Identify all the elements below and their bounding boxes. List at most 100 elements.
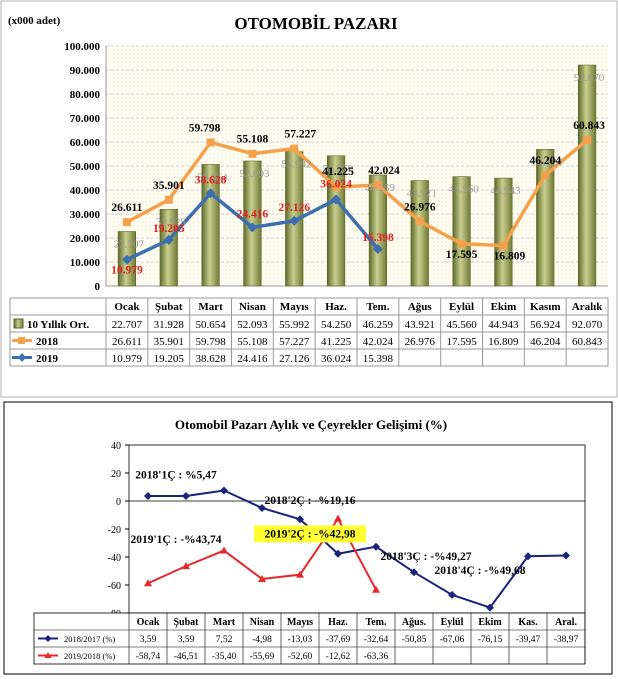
legend-label: 2019	[36, 353, 59, 365]
legend-marker-2019	[18, 353, 26, 362]
series-line-0	[148, 489, 567, 609]
category-label: Ocak	[114, 301, 140, 313]
category-label: Ocak	[137, 617, 160, 628]
annotation-label: 2018'2Ç : -%19,16	[264, 495, 355, 507]
table-cell-value: 3,59	[178, 635, 195, 645]
legend-label: 2019/2018 (%)	[64, 651, 115, 661]
table-cell-value: 26.976	[405, 336, 436, 348]
table-cell-value: 35.901	[154, 336, 184, 348]
legend-marker-2018	[18, 337, 25, 344]
marker-2018-2017	[144, 491, 152, 500]
gridlines	[105, 45, 608, 287]
bar-value-label: 31.928	[156, 216, 187, 228]
table-cell-value: -76,15	[478, 635, 503, 645]
value-label-2019: 10.979	[111, 265, 143, 277]
marker-2019	[372, 244, 383, 255]
category-label: Eylül	[441, 617, 464, 628]
data-table: Ocak Şubat Mart Nisan Mayıs Haz. Tem. Ağus. Eylü…	[33, 612, 586, 665]
table-cell-value: 54.250	[321, 319, 352, 331]
category-label: Şubat	[155, 301, 183, 313]
table-cell-value: -37,69	[326, 635, 351, 645]
legend-label: 2018	[36, 336, 59, 348]
y-tick-label: 30.000	[70, 209, 101, 221]
table-cell-value: 10.979	[112, 353, 143, 365]
y-tick-label: 50.000	[70, 161, 101, 173]
annotation-label: 2019'1Ç : -%43,74	[130, 534, 221, 546]
table-cell-value: 41.225	[321, 336, 352, 348]
category-label: Ağus.	[402, 617, 427, 628]
table-cell-value: 22.707	[112, 319, 143, 331]
table-cell-value: 3,59	[140, 635, 157, 645]
annotation-label: 2018'4Ç : -%49,68	[434, 565, 525, 577]
y-tick-label: 100.000	[64, 41, 100, 53]
y-tick-label: 60.000	[70, 137, 101, 149]
y-tick-label: 40.000	[70, 185, 101, 197]
table-cell-value: 42.024	[363, 336, 394, 348]
bar-10-yillik-ort	[577, 64, 597, 287]
chart-title: Otomobil Pazarı Aylık ve Çeyrekler Geliş…	[175, 417, 447, 432]
bar-value-label: 92.070	[574, 72, 605, 84]
bar-value-label: 55.992	[281, 159, 311, 171]
marker-2019-2018	[334, 514, 342, 522]
marker-2019	[247, 222, 258, 233]
table-cell-value: -63,36	[364, 652, 389, 662]
table-cell-value: 46.204	[530, 336, 561, 348]
table-cell-value: 55.108	[237, 336, 268, 348]
aylik-gelisim-chart: Otomobil Pazarı Aylık ve Çeyrekler Geliş…	[3, 401, 613, 675]
annotation-label: 2019'2Ç : -%42,98	[264, 528, 355, 540]
bar-10-yillik-ort	[368, 174, 388, 287]
value-label-2018: 60.843	[573, 120, 605, 132]
marker-2018	[332, 183, 341, 192]
bar-value-label: 22.707	[114, 239, 145, 251]
marker-2019	[205, 188, 216, 199]
annotation-highlight	[254, 525, 366, 543]
marker-2019-2018	[220, 546, 228, 554]
table-cell-value: 19.205	[154, 353, 185, 365]
table-cell-value: 36.024	[321, 353, 352, 365]
marker-2018	[457, 239, 466, 248]
y-tick-label: 90.000	[70, 65, 101, 77]
y-tick-label: 20	[111, 469, 121, 480]
table-cell-value: 46.259	[363, 319, 394, 331]
marker-2019-2018	[296, 570, 304, 578]
y-tick-label: 0	[95, 281, 101, 293]
legend-swatch-bar	[13, 318, 24, 329]
marker-2018-2017	[372, 542, 380, 551]
category-label: Eylül	[449, 301, 474, 313]
value-label-2018: 59.798	[189, 122, 221, 134]
legend-marker	[44, 635, 52, 642]
bar-value-label: 50.654	[197, 171, 228, 183]
table-cell-value: 43.921	[405, 319, 435, 331]
marker-2019	[331, 194, 342, 205]
value-label-2019: 27.126	[278, 202, 310, 214]
category-label: Nisan	[239, 301, 266, 313]
value-label-2018: 55.108	[237, 134, 269, 146]
y-tick-label: 70.000	[70, 113, 101, 125]
value-label-2018: 17.595	[446, 249, 478, 261]
table-cell-value: 31.928	[154, 319, 185, 331]
table-cell-value: 92.070	[572, 319, 603, 331]
table-cell-value: -38,97	[554, 635, 579, 645]
table-cell-value: 7,52	[216, 635, 233, 645]
marker-2018-2017	[486, 603, 494, 612]
otomobil-pazari-chart: (x000 adet) OTOMOBİL PAZARI 0 10.000 20.00…	[0, 0, 618, 398]
marker-2018	[373, 181, 382, 190]
category-label: Ekim	[478, 617, 502, 628]
marker-2018-2017	[410, 568, 418, 577]
y-tick-label: 80.000	[70, 89, 101, 101]
marker-2018	[583, 135, 592, 144]
marker-2018	[290, 144, 299, 153]
table-cell-value: -35,40	[212, 652, 237, 662]
value-label-2018: 16.809	[494, 251, 526, 263]
bar-10-yillik-ort	[452, 176, 471, 287]
series-line-2018	[126, 138, 589, 248]
y-tick-label: -20	[108, 525, 121, 536]
y-tick-labels: 0 10.000 20.000 30.000 40.000 50.000 60.000 70.…	[64, 41, 100, 293]
y-tick-label: -40	[108, 553, 121, 564]
table-cell-value: 26.611	[112, 336, 142, 348]
table-cell-value: 55.992	[279, 319, 309, 331]
category-label: Kasım	[530, 301, 561, 313]
table-cell-value: -39,47	[516, 635, 541, 645]
table-cell-value: 57.227	[279, 336, 310, 348]
marker-2019-2018	[182, 562, 190, 570]
